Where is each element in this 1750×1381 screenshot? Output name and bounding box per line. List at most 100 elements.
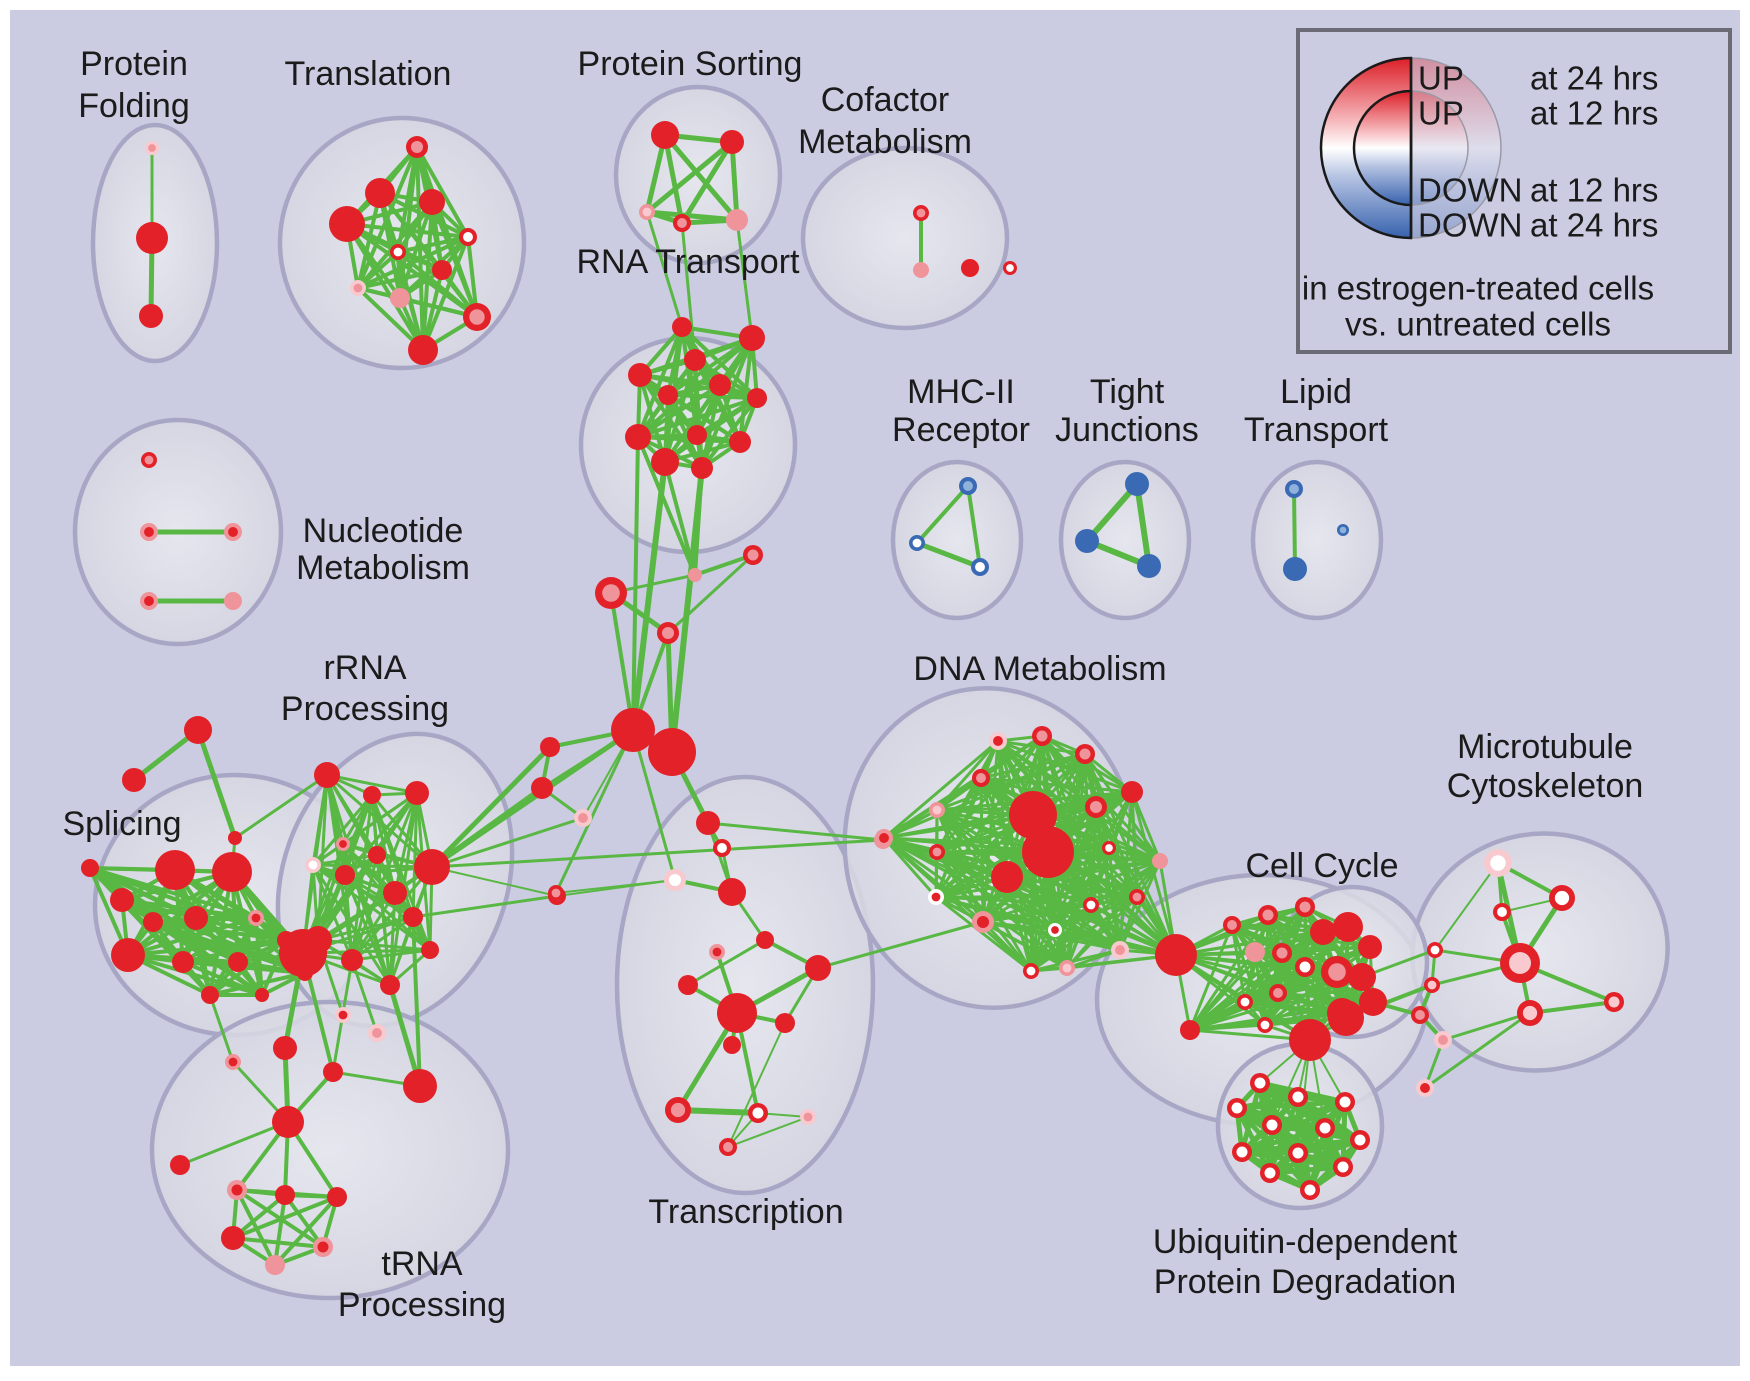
node-inner-core [469, 309, 485, 325]
node-inner-core [1105, 844, 1113, 852]
legend-direction-label: UP [1418, 95, 1464, 132]
cluster-label-mhc-ii-receptor: Receptor [892, 411, 1030, 449]
node-inner-core [1260, 1020, 1270, 1030]
edge [126, 938, 288, 957]
node-inner-core [912, 538, 922, 548]
edge [273, 1193, 287, 1267]
edge [644, 139, 735, 215]
node-inner-core [1089, 800, 1103, 814]
edge [233, 773, 329, 840]
edge [966, 484, 982, 569]
node-inner-core [251, 913, 261, 923]
edge [636, 435, 697, 577]
edge [981, 846, 1111, 924]
node-inner-core [1522, 1005, 1538, 1021]
edge [915, 484, 970, 545]
cluster-label-cofactor-metabolism: Metabolism [798, 123, 972, 161]
node-inner-core [677, 218, 687, 228]
cluster-label-trna-processing: Processing [338, 1286, 506, 1324]
node-inner-core [810, 960, 826, 976]
node-inner-core [744, 330, 760, 346]
node-inner-core [993, 736, 1003, 746]
node-inner-core [670, 1102, 686, 1118]
node-inner-core [436, 264, 448, 276]
edge [1434, 862, 1499, 951]
node-inner-core [388, 886, 402, 900]
edge [666, 393, 759, 400]
node-inner-core [410, 786, 424, 800]
edge [669, 465, 705, 755]
node-inner-core [733, 435, 747, 449]
node-inner-core [1289, 484, 1299, 494]
node-inner-core [779, 1017, 791, 1029]
node-inner-core [1236, 1146, 1248, 1158]
edge [195, 727, 238, 841]
edge [375, 853, 392, 987]
edge [727, 1116, 809, 1148]
edge [1134, 481, 1152, 569]
node-inner-core [1262, 909, 1274, 921]
edge [1188, 930, 1325, 1032]
edge [208, 938, 288, 997]
node-inner-core [724, 884, 740, 900]
node-inner-core [424, 194, 440, 210]
node-inner-core [279, 1113, 297, 1131]
edge [345, 222, 425, 352]
edge [283, 1193, 325, 1249]
edge [396, 235, 470, 254]
node-inner-core [682, 979, 694, 991]
node-inner-core [1328, 963, 1346, 981]
edge [981, 903, 1093, 924]
edge [680, 221, 697, 362]
node-inner-core [1231, 1102, 1243, 1114]
node-inner-core [1164, 943, 1188, 967]
node-inner-core [535, 781, 549, 795]
cluster-label-microtubule-cytoskeleton: Cytoskeleton [1447, 767, 1644, 805]
node-inner-core [691, 571, 699, 579]
edge [816, 920, 985, 970]
edge [421, 235, 470, 352]
edge [1188, 923, 1234, 1032]
node-inner-core [1339, 918, 1357, 936]
node-inner-core [676, 321, 688, 333]
node-inner-core [931, 892, 941, 902]
legend-right-half-r57 [1410, 90, 1469, 206]
edge [388, 891, 397, 987]
edge [1118, 895, 1139, 952]
node-inner-core [691, 429, 703, 441]
node-inner-core [1142, 559, 1156, 573]
node-inner-core [932, 847, 942, 857]
node-inner-core [144, 596, 154, 606]
node-inner-core [425, 945, 435, 955]
node-inner-core [1086, 900, 1096, 910]
node-inner-core [976, 915, 990, 929]
edge [981, 920, 1033, 973]
node-inner-core [228, 527, 238, 537]
edge [666, 393, 704, 470]
edge [1230, 923, 1312, 1042]
cluster-label-mhc-ii-receptor: MHC-II [907, 373, 1015, 411]
edge [178, 1120, 290, 1167]
node-inner-core [1266, 1119, 1278, 1131]
edge [411, 915, 422, 1088]
node-inner-core [422, 857, 442, 877]
node-inner-core [1319, 1122, 1331, 1134]
legend-time-label: at 24 hrs [1530, 207, 1658, 244]
node-inner-core [393, 247, 403, 257]
node-inner-core [190, 722, 206, 738]
node-inner-core [174, 1159, 186, 1171]
edge [609, 591, 635, 732]
node-inner-core [1276, 947, 1288, 959]
node-inner-core [602, 584, 620, 602]
node-inner-core [662, 389, 674, 401]
node-inner-core [965, 263, 975, 273]
node-inner-core [712, 947, 722, 957]
edge [181, 938, 288, 964]
edge [1065, 895, 1139, 970]
node-inner-core [410, 140, 424, 154]
edge [350, 958, 379, 1035]
edge [636, 325, 684, 439]
legend-left-half-r57 [1352, 89, 1413, 207]
node-inner-core [228, 1057, 238, 1067]
